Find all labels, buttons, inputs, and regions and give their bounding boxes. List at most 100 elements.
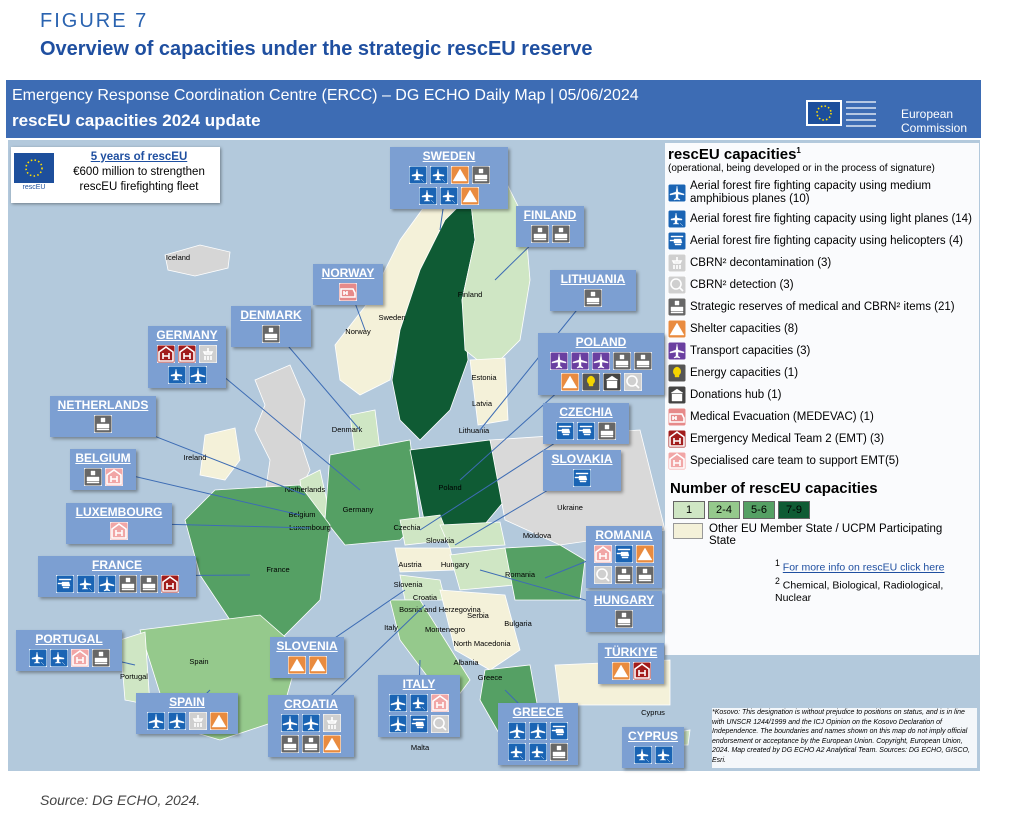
map-label: Ireland <box>184 453 207 462</box>
capacity-icon <box>668 298 686 316</box>
info-link[interactable]: 5 years of rescEU <box>90 151 188 163</box>
capacity-icon <box>632 662 651 680</box>
capacity-icon <box>461 187 479 205</box>
capacity-icon <box>339 283 357 301</box>
icon-glyph <box>669 185 685 201</box>
country-name: GERMANY <box>156 328 218 342</box>
icon-glyph <box>531 745 545 760</box>
country-box: BELGIUM <box>70 449 136 490</box>
footnote-link[interactable]: For more info on rescEU click here <box>782 561 945 574</box>
icon-glyph <box>669 235 684 246</box>
other-swatch <box>673 523 703 539</box>
icon-glyph <box>411 168 424 183</box>
icon-glyph <box>669 322 685 336</box>
header-line1: Emergency Response Coordination Centre (… <box>12 87 639 104</box>
count-legend-title: Number of rescEU capacities <box>670 480 878 497</box>
icon-glyph <box>617 568 631 582</box>
icon-glyph <box>670 278 684 292</box>
capacity-icon <box>615 610 633 628</box>
leader-line <box>479 289 594 431</box>
capacity-icon <box>110 522 128 540</box>
info-line: rescEU firefighting fleet <box>79 181 199 193</box>
country-shape <box>164 244 231 277</box>
legend-item: Specialised care team to support EMT(5) <box>668 452 979 470</box>
map-label: Belgium <box>288 510 315 519</box>
legend-item: CBRN² decontamination (3) <box>668 254 979 272</box>
capacity-icon <box>471 166 490 184</box>
capacity-icon <box>419 187 437 205</box>
capacity-icon <box>209 712 228 730</box>
legend-item: Aerial forest fire fighting capacity usi… <box>668 210 979 228</box>
capacity-icon <box>408 166 427 184</box>
country-box: GERMANY <box>148 326 226 388</box>
capacity-icon <box>97 575 116 593</box>
legend-label: Medical Evacuation (MEDEVAC) (1) <box>690 410 874 423</box>
icon-glyph <box>421 189 435 204</box>
country-name: LUXEMBOURG <box>75 505 163 519</box>
icon-glyph <box>551 725 566 736</box>
map-label: Bulgaria <box>504 619 532 628</box>
map-label: Germany <box>343 505 374 514</box>
capacity-icon <box>167 712 186 730</box>
country-shape <box>199 427 241 481</box>
icon-glyph <box>552 745 566 759</box>
class-swatch: 2-4 <box>708 501 740 519</box>
icon-glyph <box>533 227 546 241</box>
legend-label: Transport capacities (3) <box>690 344 811 357</box>
map-label: Greece <box>478 673 503 682</box>
icon-glyph <box>625 375 640 389</box>
icon-glyph <box>670 300 684 314</box>
capacity-icon <box>178 345 196 363</box>
legend-item: Aerial forest fire fighting capacity usi… <box>668 180 979 206</box>
icon-glyph <box>433 717 447 731</box>
icon-glyph <box>600 424 614 438</box>
capacity-icon <box>167 366 186 384</box>
figure-title: Overview of capacities under the strateg… <box>40 38 593 60</box>
map-label: Lithuania <box>459 426 490 435</box>
country-name: SWEDEN <box>422 149 476 163</box>
icon-glyph <box>593 353 609 369</box>
logo-word: European <box>901 107 954 121</box>
map-label: Croatia <box>413 593 438 602</box>
map-label: Iceland <box>166 253 190 262</box>
capacity-icon <box>584 289 602 307</box>
map-label: Finland <box>458 290 483 299</box>
capacity-icon <box>104 468 123 486</box>
icon-glyph <box>636 354 650 368</box>
icon-glyph <box>52 651 65 666</box>
capacity-icon <box>668 320 686 338</box>
icon-glyph <box>613 664 628 678</box>
capacity-icon <box>634 352 652 370</box>
country-shape <box>439 589 521 671</box>
country-box: ROMANIA <box>586 526 662 588</box>
country-name: SPAIN <box>169 695 205 709</box>
icon-glyph <box>326 717 338 729</box>
icon-glyph <box>586 375 595 387</box>
icon-glyph <box>86 470 99 484</box>
map-label: Slovenia <box>394 580 424 589</box>
country-box: SPAIN <box>136 693 238 734</box>
disclaimer: *Kosovo: This designation is without pre… <box>712 708 977 768</box>
map-label: Ukraine <box>557 503 583 512</box>
country-name: CROATIA <box>284 697 338 711</box>
capacity-icon <box>594 566 612 584</box>
icon-glyph <box>596 568 610 582</box>
country-shape <box>409 439 506 531</box>
capacity-icon <box>668 254 686 272</box>
capacity-icon <box>529 722 547 740</box>
country-name: GREECE <box>512 705 564 719</box>
icon-glyph <box>509 723 525 739</box>
map-label: Austria <box>398 560 422 569</box>
capacity-icon <box>615 566 633 584</box>
capacity-icon <box>188 366 207 384</box>
capacity-icon <box>529 743 547 761</box>
icon-glyph <box>148 713 163 729</box>
capacity-icon <box>188 712 207 730</box>
icon-glyph <box>669 343 685 359</box>
map-label: Estonia <box>471 373 497 382</box>
icon-glyph <box>673 366 681 378</box>
icon-glyph <box>111 523 127 539</box>
map-label: Bosnia and Herzegovina <box>399 605 482 614</box>
icon-glyph <box>462 189 478 203</box>
country-box: ITALY <box>378 675 460 737</box>
